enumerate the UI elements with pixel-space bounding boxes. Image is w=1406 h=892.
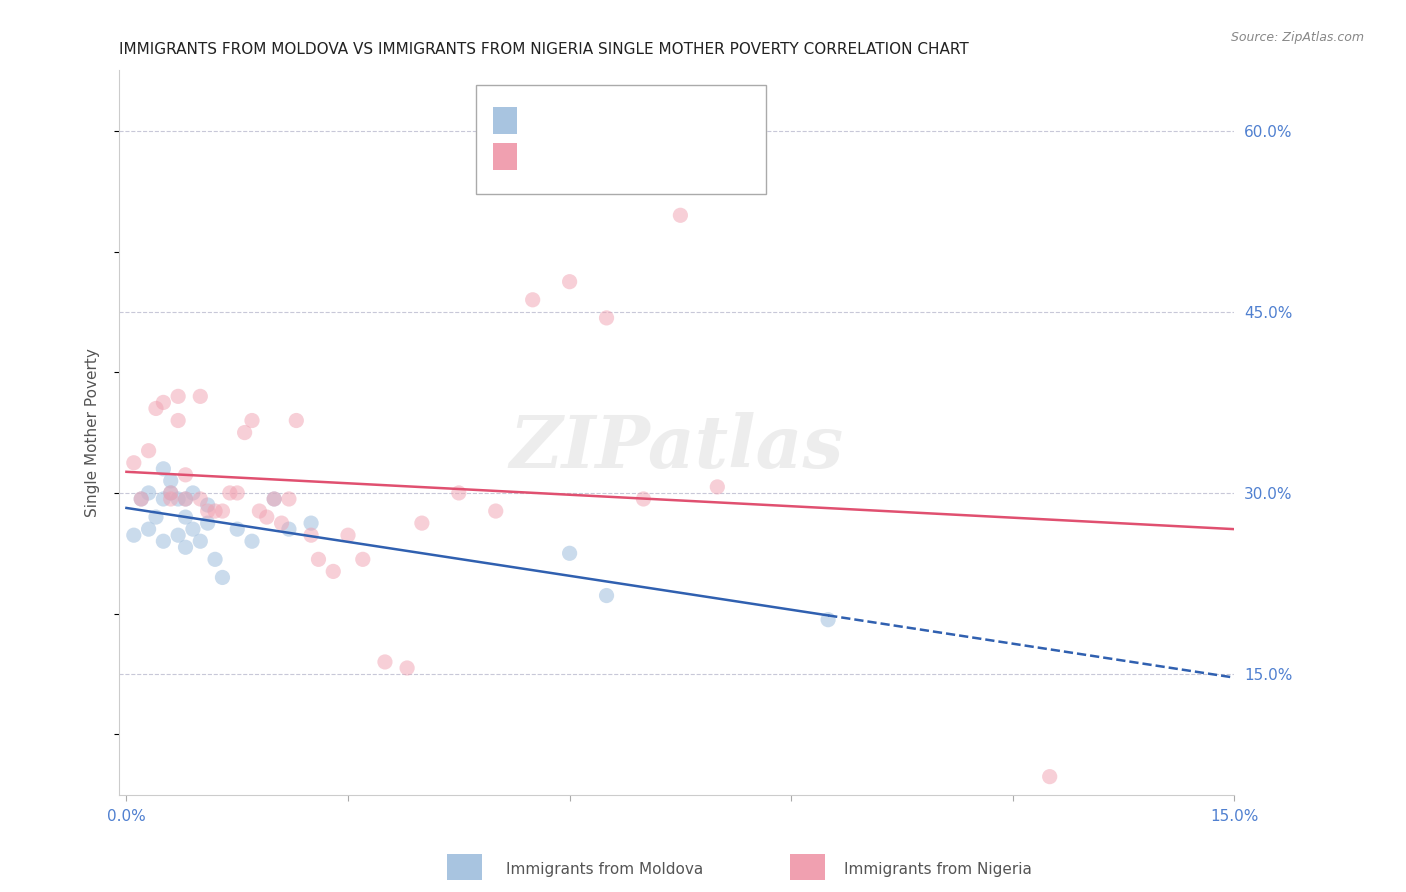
Text: N = 43: N = 43 bbox=[654, 148, 711, 163]
FancyBboxPatch shape bbox=[492, 143, 517, 170]
Point bbox=[669, 208, 692, 222]
Point bbox=[188, 389, 211, 403]
Point bbox=[633, 491, 655, 506]
Text: R =: R = bbox=[530, 112, 562, 128]
Point bbox=[122, 456, 145, 470]
Point bbox=[145, 401, 167, 416]
Point bbox=[174, 467, 197, 482]
Point bbox=[174, 491, 197, 506]
Text: Source: ZipAtlas.com: Source: ZipAtlas.com bbox=[1230, 31, 1364, 45]
Point bbox=[181, 486, 204, 500]
Point bbox=[263, 491, 285, 506]
Point bbox=[233, 425, 256, 440]
Y-axis label: Single Mother Poverty: Single Mother Poverty bbox=[86, 348, 100, 517]
Point bbox=[174, 541, 197, 555]
Point bbox=[159, 491, 181, 506]
Text: 0.0%: 0.0% bbox=[107, 809, 146, 824]
Point bbox=[138, 443, 160, 458]
Point bbox=[226, 486, 249, 500]
Point bbox=[411, 516, 433, 530]
Point bbox=[152, 395, 174, 409]
Text: 15.0%: 15.0% bbox=[1211, 809, 1258, 824]
Point bbox=[204, 552, 226, 566]
Point bbox=[152, 491, 174, 506]
Point bbox=[167, 528, 190, 542]
Text: ZIPatlas: ZIPatlas bbox=[509, 411, 844, 483]
Point bbox=[159, 486, 181, 500]
Point bbox=[152, 534, 174, 549]
Point bbox=[285, 413, 308, 427]
Point bbox=[145, 510, 167, 524]
Point bbox=[174, 491, 197, 506]
Point bbox=[181, 522, 204, 536]
Point bbox=[299, 516, 322, 530]
Point bbox=[138, 486, 160, 500]
FancyBboxPatch shape bbox=[477, 85, 766, 194]
Text: -0.143: -0.143 bbox=[578, 112, 633, 128]
Point bbox=[174, 510, 197, 524]
Point bbox=[211, 570, 233, 584]
Point bbox=[188, 491, 211, 506]
Point bbox=[522, 293, 544, 307]
Point bbox=[352, 552, 374, 566]
Point bbox=[129, 491, 152, 506]
Point bbox=[256, 510, 278, 524]
FancyBboxPatch shape bbox=[447, 854, 482, 880]
Point bbox=[122, 528, 145, 542]
Point bbox=[485, 504, 508, 518]
Point bbox=[152, 462, 174, 476]
Point bbox=[263, 491, 285, 506]
Point bbox=[159, 474, 181, 488]
Text: IMMIGRANTS FROM MOLDOVA VS IMMIGRANTS FROM NIGERIA SINGLE MOTHER POVERTY CORRELA: IMMIGRANTS FROM MOLDOVA VS IMMIGRANTS FR… bbox=[120, 42, 969, 57]
Point bbox=[706, 480, 728, 494]
Point bbox=[277, 522, 299, 536]
Point bbox=[240, 413, 263, 427]
Point bbox=[138, 522, 160, 536]
Point bbox=[197, 516, 219, 530]
Point bbox=[197, 498, 219, 512]
Point bbox=[188, 534, 211, 549]
Point bbox=[197, 504, 219, 518]
Point bbox=[270, 516, 292, 530]
Point bbox=[167, 413, 190, 427]
Point bbox=[447, 486, 470, 500]
Point bbox=[211, 504, 233, 518]
Text: R =: R = bbox=[530, 148, 562, 163]
Point bbox=[226, 522, 249, 536]
Point bbox=[374, 655, 396, 669]
Text: Immigrants from Moldova: Immigrants from Moldova bbox=[506, 863, 703, 877]
Point bbox=[595, 589, 617, 603]
Point bbox=[337, 528, 360, 542]
Point bbox=[277, 491, 299, 506]
Point bbox=[595, 310, 617, 325]
Text: Immigrants from Nigeria: Immigrants from Nigeria bbox=[844, 863, 1032, 877]
Text: N = 30: N = 30 bbox=[654, 112, 711, 128]
Point bbox=[240, 534, 263, 549]
Text: -0.045: -0.045 bbox=[578, 148, 633, 163]
Point bbox=[204, 504, 226, 518]
Point bbox=[308, 552, 330, 566]
Point bbox=[558, 546, 581, 560]
Point bbox=[1039, 770, 1062, 784]
FancyBboxPatch shape bbox=[790, 854, 825, 880]
Point bbox=[322, 565, 344, 579]
Point bbox=[558, 275, 581, 289]
Point bbox=[218, 486, 240, 500]
Point bbox=[167, 389, 190, 403]
Point bbox=[817, 613, 839, 627]
Point bbox=[396, 661, 419, 675]
FancyBboxPatch shape bbox=[492, 107, 517, 134]
Point bbox=[299, 528, 322, 542]
Point bbox=[129, 491, 152, 506]
Point bbox=[247, 504, 270, 518]
Point bbox=[167, 491, 190, 506]
Point bbox=[159, 486, 181, 500]
